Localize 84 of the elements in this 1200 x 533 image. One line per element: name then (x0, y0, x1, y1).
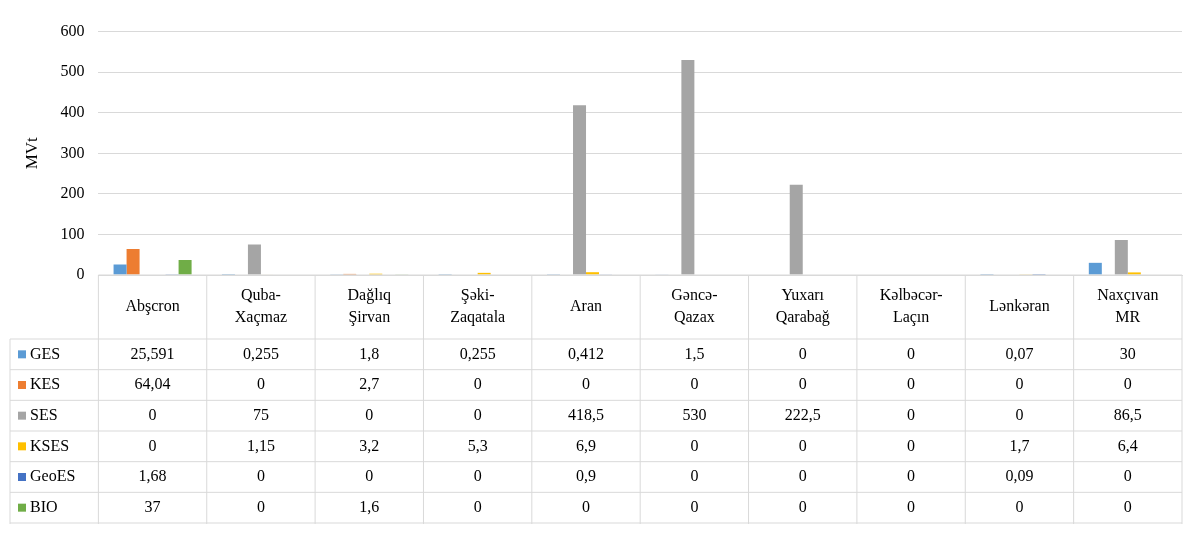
data-label: 0 (582, 497, 591, 515)
data-label: 6,9 (576, 436, 597, 454)
data-label: 0 (690, 375, 699, 393)
data-label: 0 (907, 436, 916, 454)
data-label: 0 (473, 375, 482, 393)
data-label: 0 (907, 467, 916, 485)
data-label: 5,3 (467, 436, 488, 454)
data-label: 0 (1123, 375, 1132, 393)
data-label: 1,6 (359, 497, 380, 515)
data-label: 0 (1015, 375, 1024, 393)
y-axis-title: MVt (21, 136, 41, 170)
data-label: 0,09 (1005, 467, 1034, 485)
x-tick-label: Naxçıvan MR (1097, 286, 1159, 326)
data-label: 0 (473, 497, 482, 515)
data-label: 0 (690, 497, 699, 515)
data-label: 0 (907, 375, 916, 393)
data-label: 2,7 (359, 375, 380, 393)
data-label: 1,15 (246, 436, 275, 454)
y-tick-label: 100 (60, 224, 85, 242)
x-tick-label: Kəlbəcər-Laçın (879, 286, 943, 327)
data-label: 0 (365, 467, 374, 485)
data-label: 0 (798, 375, 807, 393)
data-label: 0 (798, 467, 807, 485)
data-label: 0 (148, 405, 157, 423)
data-label: 0 (798, 436, 807, 454)
data-label: 1,7 (1009, 436, 1030, 454)
data-label: 0,07 (1005, 344, 1034, 362)
data-label: 0 (256, 375, 265, 393)
x-tick-label: Şəki-Zaqatala (450, 286, 506, 327)
data-label: 64,04 (134, 375, 171, 393)
data-label: 222,5 (784, 405, 821, 423)
data-label: 0 (148, 436, 157, 454)
data-label: 0 (473, 405, 482, 423)
data-label: 0 (798, 497, 807, 515)
y-tick-label: 400 (60, 102, 85, 120)
data-label: 0 (256, 467, 265, 485)
data-label: 0 (1123, 497, 1132, 515)
legend-label: SES (30, 405, 58, 423)
x-tick-label: Aran (570, 297, 603, 315)
x-tick-label: Abşcron (125, 297, 180, 316)
data-label: 1,5 (684, 344, 705, 362)
y-tick-label: 0 (76, 265, 85, 283)
x-tick-label: Quba-Xaçmaz (234, 286, 288, 327)
data-label: 0 (1015, 497, 1024, 515)
data-label: 1,8 (359, 344, 380, 362)
y-tick-label: 300 (60, 143, 85, 161)
data-label: 0 (907, 405, 916, 423)
data-label: 0 (907, 497, 916, 515)
data-label: 0 (1015, 405, 1024, 423)
data-label: 37 (144, 497, 161, 515)
data-label: 6,4 (1117, 436, 1138, 454)
data-label: 0,255 (242, 344, 279, 362)
data-label: 75 (252, 405, 269, 423)
data-label: 0 (907, 344, 916, 362)
data-label: 0 (1123, 467, 1132, 485)
data-label: 530 (682, 405, 707, 423)
data-label: 0 (582, 375, 591, 393)
legend-label: GeoES (30, 467, 76, 485)
data-label: 0,412 (568, 344, 605, 362)
x-tick-label: Lənkəran (989, 297, 1050, 315)
data-label: 0 (473, 467, 482, 485)
data-label: 418,5 (568, 405, 605, 423)
data-label: 1,68 (138, 467, 167, 485)
data-label: 3,2 (359, 436, 380, 454)
legend-label: KSES (30, 436, 70, 454)
data-label: 25,591 (130, 344, 175, 362)
legend-label: GES (30, 344, 61, 362)
y-tick-label: 200 (60, 184, 85, 202)
x-tick-label: Yuxarı Qarabağ (775, 286, 830, 327)
data-label: 86,5 (1113, 405, 1142, 423)
x-tick-label: Gəncə-Qazax (671, 286, 718, 326)
data-label: 0 (798, 344, 807, 362)
data-label: 0 (365, 405, 374, 423)
x-tick-label: Dağlıq Şirvan (347, 286, 392, 327)
data-label: 0,9 (576, 467, 597, 485)
data-label: 0 (690, 436, 699, 454)
legend-label: KES (30, 375, 61, 393)
data-label: 0 (256, 497, 265, 515)
y-tick-label: 500 (60, 62, 85, 80)
data-label: 0,255 (459, 344, 496, 362)
y-tick-label: 600 (60, 21, 85, 39)
data-label: 30 (1119, 344, 1136, 362)
data-label: 0 (690, 467, 699, 485)
legend-label: BIO (30, 497, 58, 515)
